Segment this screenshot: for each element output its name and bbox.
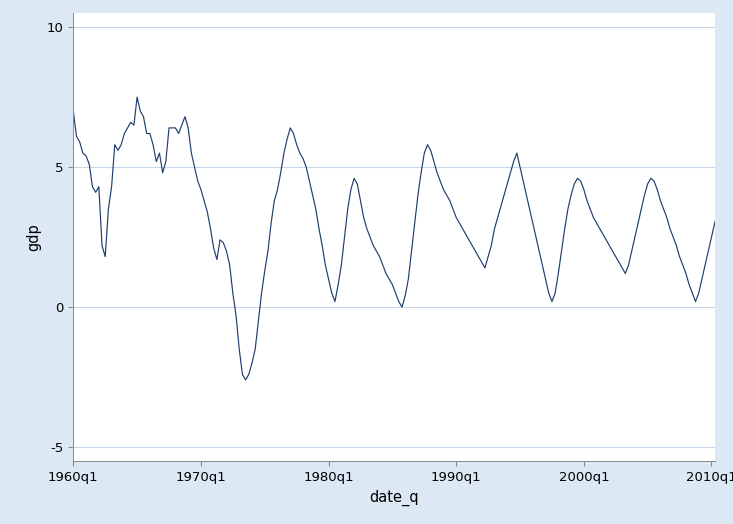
Y-axis label: gdp: gdp <box>26 223 41 251</box>
X-axis label: date_q: date_q <box>369 489 419 506</box>
